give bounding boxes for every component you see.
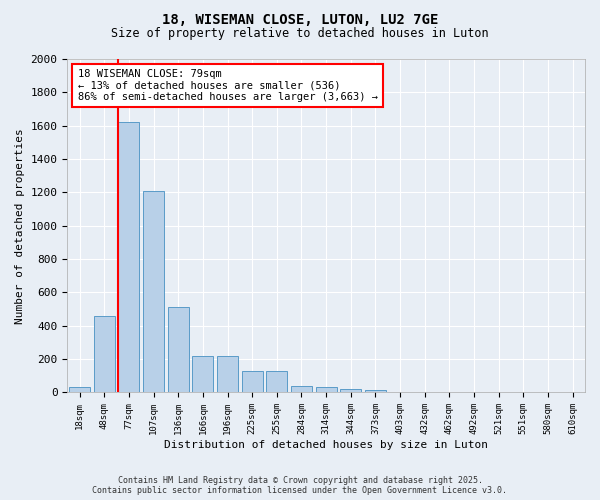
Bar — [266, 371, 287, 392]
Bar — [118, 122, 139, 392]
Bar — [94, 316, 115, 392]
Bar — [365, 390, 386, 392]
Bar — [291, 386, 312, 392]
Bar — [69, 388, 90, 392]
Text: 18, WISEMAN CLOSE, LUTON, LU2 7GE: 18, WISEMAN CLOSE, LUTON, LU2 7GE — [162, 12, 438, 26]
Y-axis label: Number of detached properties: Number of detached properties — [15, 128, 25, 324]
Text: Size of property relative to detached houses in Luton: Size of property relative to detached ho… — [111, 28, 489, 40]
X-axis label: Distribution of detached houses by size in Luton: Distribution of detached houses by size … — [164, 440, 488, 450]
Bar — [242, 371, 263, 392]
Text: 18 WISEMAN CLOSE: 79sqm
← 13% of detached houses are smaller (536)
86% of semi-d: 18 WISEMAN CLOSE: 79sqm ← 13% of detache… — [77, 69, 377, 102]
Bar — [316, 388, 337, 392]
Bar — [168, 308, 188, 392]
Bar — [217, 356, 238, 393]
Bar — [340, 389, 361, 392]
Text: Contains HM Land Registry data © Crown copyright and database right 2025.
Contai: Contains HM Land Registry data © Crown c… — [92, 476, 508, 495]
Bar — [193, 356, 214, 393]
Bar — [143, 190, 164, 392]
